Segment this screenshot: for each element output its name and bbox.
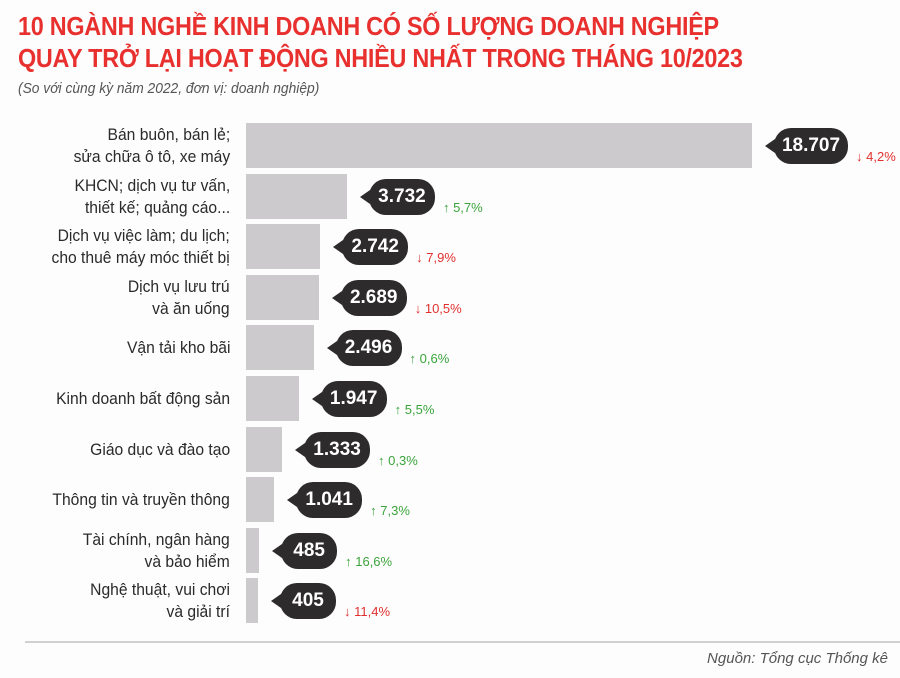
change-value: 10,5%	[424, 300, 462, 316]
value-bubble: 405	[271, 583, 336, 620]
bar-row: Giáo dục và đào tạo 1.333 ↑ 0,3%	[0, 426, 900, 473]
category-label: Dịch vụ việc làm; du lịch; cho thuê máy …	[51, 226, 230, 268]
change-value: 0,6%	[419, 351, 450, 367]
bar-row: Tài chính, ngân hàng và bảo hiểm 485 ↑ 16,…	[0, 527, 900, 574]
value-bubble: 2.742	[333, 229, 409, 266]
bar-row: Thông tin và truyền thông 1.041 ↑ 7,3%	[0, 477, 900, 523]
arrow-up-icon: ↑	[345, 553, 356, 569]
change-value: 5,7%	[453, 199, 483, 215]
change-indicator: ↑ 5,5%	[395, 402, 435, 417]
category-label: Tài chính, ngân hàng và bảo hiểm	[83, 529, 230, 571]
value-bubble: 2.689	[331, 279, 407, 316]
bar	[246, 274, 319, 320]
bar	[246, 527, 260, 573]
change-value: 7,9%	[426, 250, 456, 266]
arrow-up-icon: ↑	[394, 402, 405, 417]
arrow-down-icon: ↓	[344, 604, 355, 620]
bar	[246, 224, 321, 270]
change-value: 4,2%	[866, 149, 896, 164]
category-label: Bán buôn, bán lẻ; sửa chữa ô tô, xe máy	[73, 125, 230, 166]
chart-title: 10 NGÀNH NGHỀ KINH DOANH CÓ SỐ LƯỢNG DOA…	[18, 10, 743, 74]
change-indicator: ↑ 5,7%	[443, 200, 483, 215]
source-note: Nguồn: Tổng cục Thống kê	[707, 650, 888, 667]
category-label: Vận tải kho bãi	[126, 338, 230, 358]
change-indicator: ↑ 16,6%	[345, 554, 392, 569]
change-value: 7,3%	[380, 503, 410, 519]
change-indicator: ↓ 7,9%	[416, 250, 456, 265]
value-bubble: 3.732	[359, 178, 435, 215]
divider	[25, 641, 900, 643]
value-bubble: 2.496	[326, 330, 402, 367]
change-indicator: ↓ 10,5%	[415, 301, 462, 316]
value-bubble: 485	[272, 532, 338, 569]
bar-row: Nghệ thuật, vui chơi và giải trí 405 ↓ 11,…	[0, 578, 900, 624]
bar-row: Kinh doanh bất động sản 1.947 ↑ 5,5%	[0, 376, 900, 422]
arrow-up-icon: ↑	[378, 452, 389, 468]
arrow-down-icon: ↓	[416, 250, 427, 266]
arrow-down-icon: ↓	[856, 149, 867, 164]
change-indicator: ↓ 11,4%	[344, 604, 390, 619]
bar	[246, 426, 283, 472]
title-line-2: QUAY TRỞ LẠI HOẠT ĐỘNG NHIỀU NHẤT TRONG …	[18, 43, 743, 73]
bar-row: KHCN; dịch vụ tư vấn, thiết kế; quảng cá…	[0, 173, 900, 220]
change-indicator: ↑ 7,3%	[370, 503, 410, 518]
arrow-up-icon: ↑	[409, 351, 420, 367]
value-bubble: 1.333	[295, 431, 371, 468]
category-label: Dịch vụ lưu trú và ăn uống	[128, 276, 230, 318]
change-indicator: ↑ 0,6%	[410, 351, 450, 366]
value-bubble: 18.707	[765, 128, 848, 164]
chart-subtitle: (So với cùng kỳ năm 2022, đơn vị: doanh …	[18, 80, 320, 97]
value-bubble: 1.947	[311, 381, 387, 417]
change-value: 5,5%	[404, 402, 435, 417]
category-label: Nghệ thuật, vui chơi và giải trí	[90, 580, 230, 622]
category-label: Thông tin và truyền thông	[52, 490, 230, 510]
change-value: 16,6%	[355, 553, 393, 569]
bar	[246, 123, 752, 168]
arrow-down-icon: ↓	[414, 300, 425, 316]
change-value: 11,4%	[354, 604, 391, 620]
bar-row: Vận tải kho bãi 2.496 ↑ 0,6%	[0, 325, 900, 371]
title-line-1: 10 NGÀNH NGHỀ KINH DOANH CÓ SỐ LƯỢNG DOA…	[18, 11, 719, 41]
category-label: Kinh doanh bất động sản	[56, 389, 230, 408]
value-bubble: 1.041	[287, 482, 363, 519]
bar-row: Dịch vụ việc làm; du lịch; cho thuê máy …	[0, 224, 900, 270]
category-label: KHCN; dịch vụ tư vấn, thiết kế; quảng cá…	[74, 175, 230, 217]
bar	[246, 578, 258, 624]
bar	[246, 173, 347, 219]
change-indicator: ↓ 4,2%	[856, 149, 896, 164]
change-value: 0,3%	[388, 452, 418, 468]
bar	[246, 477, 275, 523]
bar-row: Dịch vụ lưu trú và ăn uống 2.689 ↓ 10,5%	[0, 274, 900, 321]
bar	[246, 325, 314, 371]
arrow-up-icon: ↑	[370, 503, 381, 519]
bar	[246, 376, 299, 421]
bar-row: Bán buôn, bán lẻ; sửa chữa ô tô, xe máy 1…	[0, 123, 900, 169]
category-label: Giáo dục và đào tạo	[90, 439, 230, 459]
arrow-up-icon: ↑	[442, 199, 454, 215]
change-indicator: ↑ 0,3%	[378, 453, 418, 468]
